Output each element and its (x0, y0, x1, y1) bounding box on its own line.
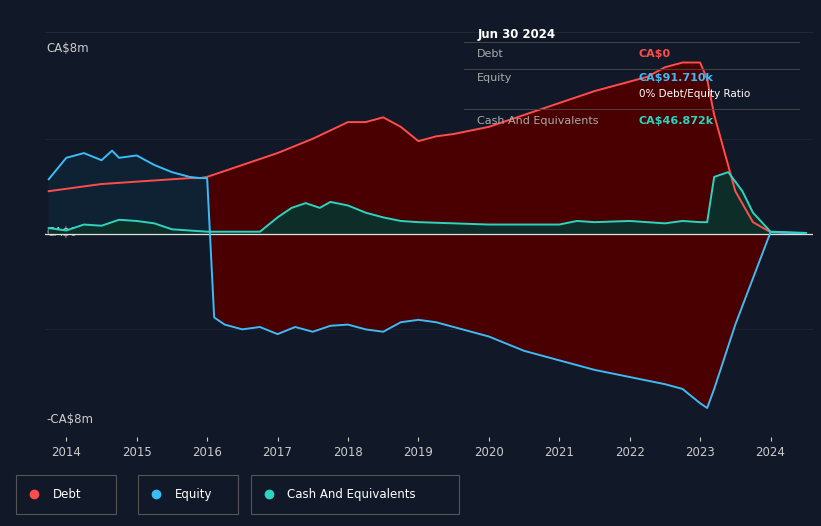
Text: Equity: Equity (175, 488, 212, 501)
Text: Cash And Equivalents: Cash And Equivalents (287, 488, 416, 501)
Text: Jun 30 2024: Jun 30 2024 (477, 28, 556, 41)
Text: CA$91.710k: CA$91.710k (639, 74, 713, 84)
Text: Equity: Equity (477, 74, 512, 84)
Text: CA$46.872k: CA$46.872k (639, 116, 714, 126)
Bar (16, 474, 116, 514)
Text: Cash And Equivalents: Cash And Equivalents (477, 116, 599, 126)
Text: -CA$8m: -CA$8m (47, 413, 94, 427)
Text: Debt: Debt (477, 49, 504, 59)
Text: CA$8m: CA$8m (47, 42, 89, 55)
Bar (251, 474, 459, 514)
Text: CA$0: CA$0 (47, 226, 78, 239)
Text: CA$0: CA$0 (639, 49, 671, 59)
Text: Debt: Debt (53, 488, 81, 501)
Bar (139, 474, 238, 514)
Text: 0% Debt/Equity Ratio: 0% Debt/Equity Ratio (639, 89, 750, 99)
